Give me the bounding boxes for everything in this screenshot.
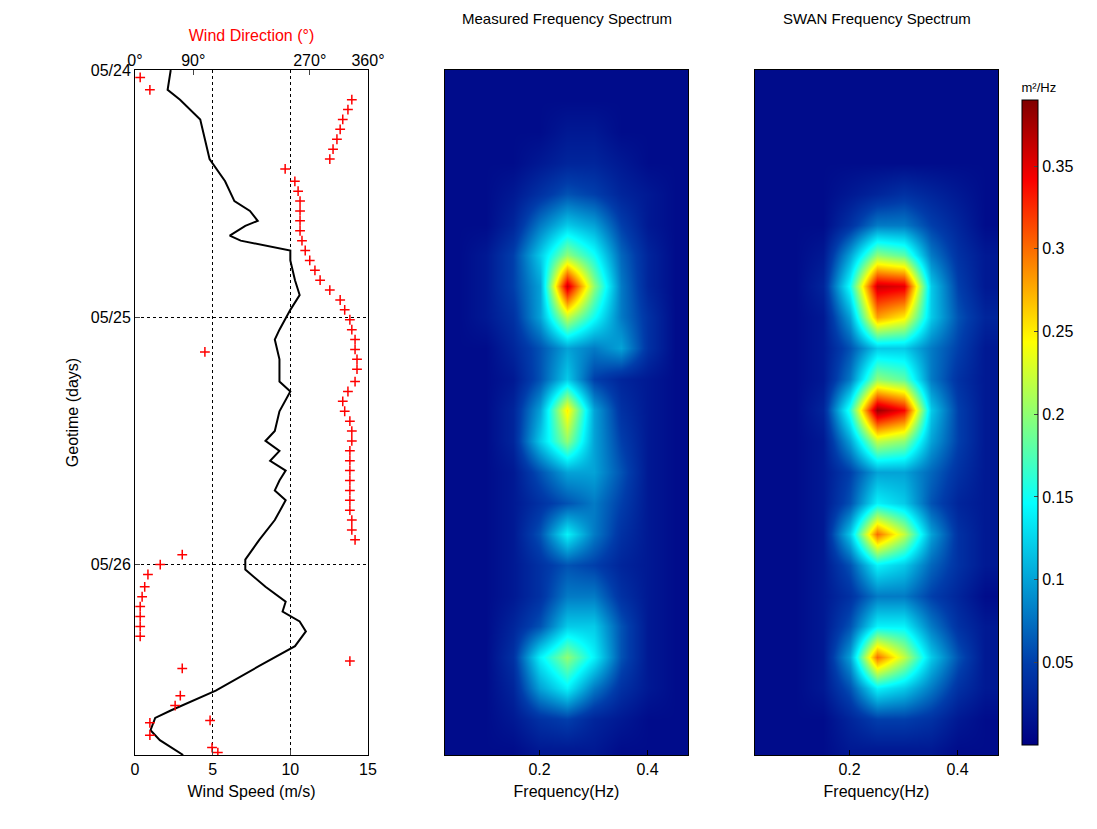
svg-text:5: 5 [208, 761, 217, 778]
svg-text:0.1: 0.1 [1042, 571, 1064, 588]
svg-text:Frequency(Hz): Frequency(Hz) [514, 783, 620, 800]
svg-text:0.3: 0.3 [1042, 240, 1064, 257]
svg-text:Frequency(Hz): Frequency(Hz) [824, 783, 930, 800]
svg-text:0.35: 0.35 [1042, 158, 1073, 175]
svg-text:360°: 360° [351, 52, 384, 69]
svg-text:Wind Speed (m/s): Wind Speed (m/s) [187, 783, 315, 800]
svg-text:0.15: 0.15 [1042, 489, 1073, 506]
svg-text:05/24: 05/24 [91, 62, 131, 79]
svg-text:10: 10 [281, 761, 299, 778]
svg-text:m²/Hz: m²/Hz [1022, 80, 1057, 95]
svg-text:0.4: 0.4 [946, 761, 968, 778]
svg-text:0.25: 0.25 [1042, 323, 1073, 340]
svg-text:0.2: 0.2 [1042, 406, 1064, 423]
svg-text:Measured Frequency Spectrum: Measured Frequency Spectrum [462, 10, 672, 27]
svg-text:90°: 90° [181, 52, 205, 69]
svg-text:Wind Direction (°): Wind Direction (°) [189, 27, 315, 44]
svg-text:05/26: 05/26 [91, 556, 131, 573]
svg-text:SWAN Frequency Spectrum: SWAN Frequency Spectrum [783, 10, 971, 27]
svg-text:0.2: 0.2 [838, 761, 860, 778]
svg-text:0: 0 [131, 761, 140, 778]
svg-text:270°: 270° [293, 52, 326, 69]
svg-text:0°: 0° [127, 52, 142, 69]
svg-text:0.05: 0.05 [1042, 654, 1073, 671]
svg-text:15: 15 [359, 761, 377, 778]
svg-text:05/25: 05/25 [91, 309, 131, 326]
svg-text:0.4: 0.4 [636, 761, 658, 778]
svg-text:Geotime (days): Geotime (days) [64, 358, 81, 467]
svg-text:0.2: 0.2 [528, 761, 550, 778]
